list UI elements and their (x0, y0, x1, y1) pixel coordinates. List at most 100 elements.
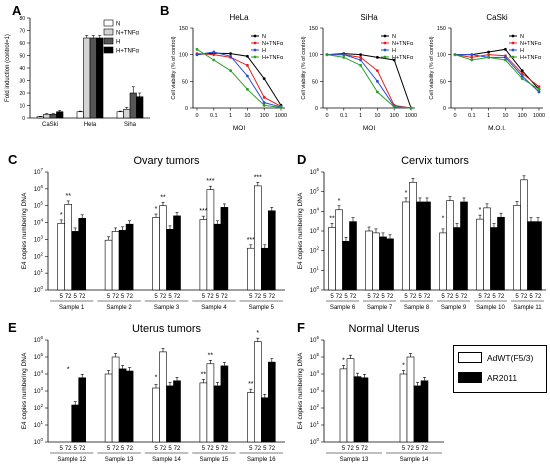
timepoint-label: 72 (65, 446, 72, 452)
timepoint-label: 72 (347, 446, 354, 452)
data-point (392, 58, 396, 62)
data-point (376, 55, 379, 59)
group-label: Sample 3 (154, 305, 180, 311)
data-point (212, 53, 216, 57)
significance-mark: * (479, 207, 482, 214)
x-tick-label: 1000 (533, 113, 545, 119)
data-point (470, 55, 474, 59)
y-tick-label: 150 (437, 26, 446, 32)
legend-label: H (262, 48, 266, 54)
x-tick-label: 10 (244, 113, 250, 119)
chart-e-uterus-tumors: Uterus tumors 100 101 102 103 104 105 106 E4 cop… (0, 318, 290, 475)
chart-a: 0 10 20 30 40 50 60 70 80 Fold induction (control… (0, 10, 158, 140)
y-tick-label: 0 (443, 106, 446, 112)
bar (460, 201, 468, 291)
chart-title: Ovary tumors (133, 155, 200, 167)
timepoint-label: 5 (74, 294, 78, 300)
bar (379, 236, 387, 291)
bar (64, 204, 72, 291)
bar (111, 356, 120, 443)
data-point (470, 58, 474, 62)
series-line (454, 54, 540, 88)
y-tick-label: 103 (310, 386, 320, 395)
timepoint-label: 72 (254, 294, 261, 300)
data-point (359, 55, 362, 59)
legend-label: H+TNFα (392, 55, 414, 61)
timepoint-label: 5 (154, 294, 158, 300)
data-point (359, 53, 362, 57)
bar (159, 351, 167, 443)
legend-label: N+TNFα (262, 41, 284, 47)
x-tick-label: 0.1 (340, 113, 348, 119)
timepoint-label: 72 (447, 294, 454, 300)
y-tick-label: 106 (310, 167, 320, 176)
timepoint-label: 72 (498, 294, 505, 300)
legend-swatch (103, 37, 114, 45)
significance-mark: *** (206, 178, 214, 185)
y-tick-label: 100 (437, 53, 446, 59)
bar (402, 201, 410, 291)
bar (36, 116, 44, 119)
legend-label: N+TNFα (520, 41, 542, 47)
timepoint-label: 72 (350, 294, 357, 300)
group-label: Sample 4 (201, 305, 227, 311)
bar (406, 356, 415, 443)
bar (78, 217, 86, 291)
significance-mark: ** (208, 352, 214, 359)
group-label: Sample 16 (247, 457, 276, 463)
x-tick-label: 1 (359, 113, 362, 119)
timepoint-label: 5 (263, 294, 267, 300)
y-tick-label: 60 (19, 41, 25, 47)
legend-swatch-open (458, 352, 482, 363)
x-axis-label: MOI (233, 125, 245, 132)
timepoint-label: 5 (249, 294, 253, 300)
timepoint-label: 5 (121, 446, 125, 452)
y-axis-label: E4 copies numbering DNA (21, 352, 28, 429)
panel-label-c: C (8, 152, 18, 167)
bar (416, 201, 424, 291)
group-label: Sample 14 (152, 457, 181, 463)
series-line (326, 54, 412, 109)
bar (49, 113, 57, 119)
timepoint-label: 72 (160, 446, 167, 452)
significance-mark: * (60, 212, 63, 219)
significance-mark: * (442, 216, 445, 223)
bar (57, 223, 66, 291)
bar (260, 247, 269, 291)
x-tick-label: 100 (518, 113, 527, 119)
significance-mark: ** (160, 194, 166, 201)
y-tick-label: 150 (179, 26, 188, 32)
y-tick-label: 105 (310, 187, 320, 196)
data-point (537, 90, 541, 94)
legend-marker (383, 34, 387, 38)
data-point (262, 95, 266, 99)
timepoint-label: 72 (221, 446, 228, 452)
legend-marker (383, 55, 387, 59)
timepoint-label: 72 (484, 294, 491, 300)
x-tick-label: 1 (229, 113, 232, 119)
data-point (470, 53, 474, 57)
bar (423, 201, 431, 291)
legend-f: AdWT(F5/3) AR2011 (453, 345, 547, 393)
legend-label: N (520, 34, 524, 40)
data-point (342, 53, 346, 57)
legend-label: H+TNFα (262, 55, 284, 61)
bar (213, 385, 222, 443)
bar (118, 229, 127, 291)
significance-mark: * (338, 198, 341, 205)
timepoint-label: 5 (249, 446, 253, 452)
bar (399, 373, 408, 443)
series-line (326, 53, 412, 109)
group-label: Sample 13 (340, 457, 369, 463)
bar (206, 189, 215, 291)
bar (129, 92, 137, 119)
y-tick-label: 104 (34, 369, 44, 378)
y-tick-label: 105 (34, 352, 44, 361)
bar (206, 363, 215, 443)
x-tick-label: 0.1 (468, 113, 476, 119)
y-tick-label: 30 (19, 79, 25, 85)
bar (43, 113, 51, 119)
bar (490, 227, 498, 291)
significance-mark: * (155, 374, 158, 381)
legend-marker (511, 41, 515, 45)
